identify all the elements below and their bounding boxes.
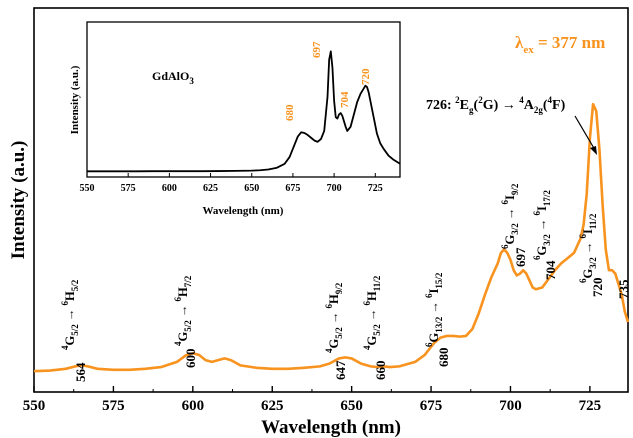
annotation-726-arrowhead	[590, 146, 597, 155]
inset-x-tick-label: 725	[368, 183, 383, 194]
inset-plot-frame	[86, 21, 401, 178]
main-x-axis-label: Wavelength (nm)	[261, 417, 401, 438]
inset-peak-labels: 680 697 704 720	[284, 41, 372, 121]
inset-peak-label: 704	[339, 91, 351, 108]
inset-x-tick-labels: 550 575 600 625 650 675 700 725	[80, 183, 383, 194]
main-x-tick-label: 575	[102, 398, 125, 414]
main-transition-label: 4G5/2 → 6H9/2	[324, 282, 344, 353]
inset-sample-name: GdAlO3	[152, 69, 194, 86]
main-x-tick-label: 700	[499, 398, 522, 414]
main-y-axis-label: Intensity (a.u.)	[8, 141, 29, 260]
main-peak-label: 697	[513, 247, 528, 267]
main-x-tick-label: 550	[23, 398, 46, 414]
main-emission-curve	[33, 102, 630, 373]
main-peak-label: 647	[333, 360, 348, 380]
excitation-value: = 377 nm	[534, 33, 606, 52]
inset-x-ticks	[86, 173, 376, 177]
lambda-symbol: λ	[515, 33, 524, 52]
inset-x-tick-label: 600	[162, 183, 177, 194]
inset-peak-label: 720	[360, 68, 372, 85]
main-transition-label: 6G13/2 → 6I15/2	[424, 272, 444, 347]
main-peak-label: 600	[183, 349, 198, 369]
main-peak-label: 704	[543, 260, 558, 280]
excitation-wavelength-label: λex = 377 nm	[515, 33, 605, 56]
main-x-tick-label: 625	[261, 398, 284, 414]
main-transition-label: 4G5/2 → 6H5/2	[60, 279, 80, 350]
main-x-tick-label: 725	[579, 398, 602, 414]
inset-y-axis-label: Intensity (a.u.)	[69, 65, 81, 134]
inset-peak-label: 697	[311, 41, 323, 58]
main-transition-labels: 4G5/2 → 6H5/2 4G5/2 → 6H7/2 4G5/2 → 6H9/2 4…	[60, 183, 598, 353]
main-transition-label: 4G5/2 → 6H11/2	[362, 275, 382, 350]
main-transition-label: 6G3/2 → 6I17/2	[532, 190, 552, 260]
main-peak-label: 720	[590, 278, 605, 298]
main-peak-label: 680	[436, 348, 451, 368]
main-peak-label: 660	[373, 361, 388, 381]
inset-x-tick-label: 675	[285, 183, 300, 194]
main-plot-frame	[33, 7, 629, 393]
main-transition-label: 6G3/2 → 6I9/2	[500, 183, 520, 249]
annotation-726-arrow-line	[574, 115, 596, 151]
inset-x-tick-label: 625	[203, 183, 218, 194]
inset-chart: 550 575 600 625 650 675 700 725 680 697 704 720 Gd…	[69, 21, 401, 217]
main-x-tick-label: 650	[340, 398, 363, 414]
inset-x-tick-label: 700	[327, 183, 342, 194]
main-x-tick-labels: 550 575 600 625 650 675 700 725	[23, 398, 601, 414]
inset-peak-label: 680	[284, 104, 296, 121]
inset-x-tick-label: 550	[80, 183, 95, 194]
main-transition-label: 6G3/2 → 6I11/2	[578, 213, 598, 283]
inset-x-tick-label: 575	[121, 183, 136, 194]
main-x-ticks	[33, 386, 591, 392]
ex-subscript: ex	[523, 44, 534, 56]
main-peak-labels: 564 600 647 660 680 697 704 720 735	[73, 247, 631, 382]
main-x-tick-label: 600	[182, 398, 205, 414]
inset-x-tick-label: 650	[244, 183, 259, 194]
inset-x-axis-label: Wavelength (nm)	[203, 205, 284, 217]
main-x-tick-label: 675	[420, 398, 443, 414]
annotation-726-label: 726: 2Eg(2G) → 4A2g(4F)	[426, 95, 566, 115]
main-peak-label: 564	[73, 362, 88, 382]
main-peak-label: 735	[616, 279, 631, 299]
main-transition-label: 4G5/2 → 6H7/2	[173, 275, 193, 346]
inset-emission-curve	[87, 50, 401, 173]
